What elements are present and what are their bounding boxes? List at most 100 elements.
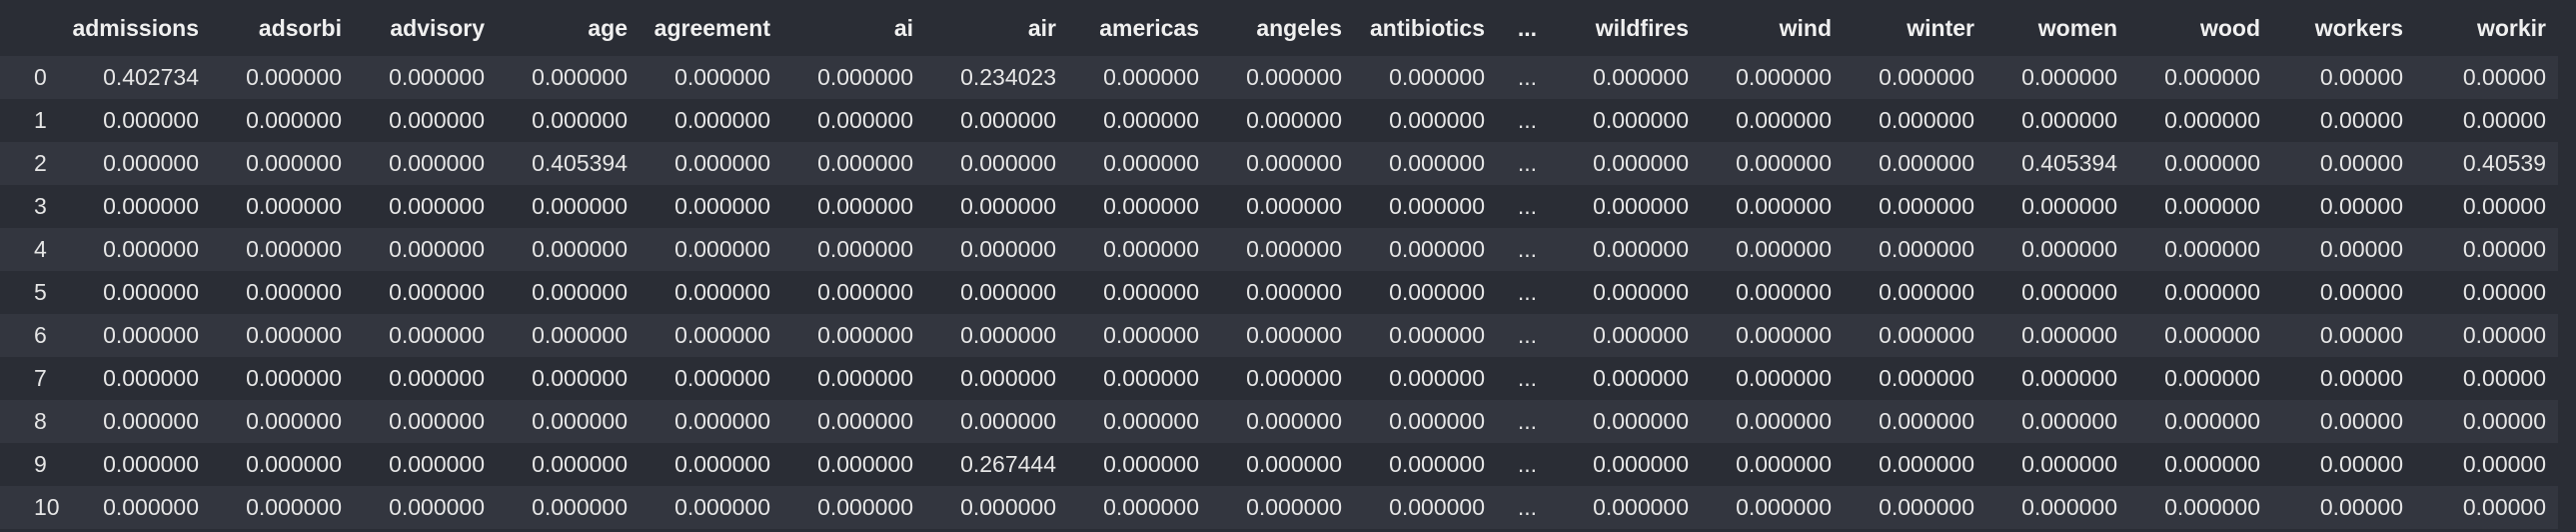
table-cell: 0.000000 (497, 314, 640, 357)
table-cell: 0.000000 (1844, 314, 1986, 357)
table-cell: 0.000000 (1558, 228, 1701, 271)
column-header: americas (1068, 0, 1211, 56)
column-header: workers (2272, 0, 2415, 56)
column-header: air (925, 0, 1068, 56)
table-cell: 0.000000 (1211, 357, 1354, 400)
table-cell: 0.000000 (1844, 142, 1986, 185)
table-cell: 0.234023 (925, 56, 1068, 99)
table-cell: 0.000000 (1558, 99, 1701, 142)
table-cell: 0.000000 (1986, 99, 2129, 142)
table-cell: 0.000000 (1354, 357, 1497, 400)
table-cell: 0.000000 (1068, 314, 1211, 357)
table-cell: 0.000000 (354, 486, 497, 529)
table-cell: 0.000000 (354, 56, 497, 99)
table-cell: 0.000000 (1354, 400, 1497, 443)
table-cell: 0.000000 (1558, 56, 1701, 99)
table-cell: 0.000000 (925, 185, 1068, 228)
table-cell: 0.000000 (1844, 357, 1986, 400)
column-header: agreement (640, 0, 782, 56)
table-cell: 0.000000 (925, 400, 1068, 443)
table-cell: 0.00000 (2415, 228, 2558, 271)
table-row: 3 0.000000 0.000000 0.000000 0.000000 0.00000… (0, 185, 2558, 228)
table-cell: 0.000000 (782, 486, 925, 529)
index-header (0, 0, 68, 56)
table-cell: 0.40539 (2415, 142, 2558, 185)
table-cell: 0.000000 (68, 271, 211, 314)
table-cell: 0.000000 (925, 357, 1068, 400)
table-cell: 0.000000 (1558, 142, 1701, 185)
column-header: wood (2129, 0, 2272, 56)
table-cell: 0.000000 (1068, 271, 1211, 314)
table-cell: 0.000000 (1068, 142, 1211, 185)
table-cell: 0.000000 (1211, 314, 1354, 357)
table-cell: 0.000000 (1701, 443, 1844, 486)
table-cell: 0.000000 (925, 142, 1068, 185)
table-cell: 0.000000 (1986, 271, 2129, 314)
table-cell: 0.000000 (1844, 443, 1986, 486)
column-header: winter (1844, 0, 1986, 56)
ellipsis-cell: ... (1497, 185, 1558, 228)
row-index: 4 (0, 228, 68, 271)
table-cell: 0.000000 (1558, 357, 1701, 400)
ellipsis-cell: ... (1497, 142, 1558, 185)
table-row: 6 0.000000 0.000000 0.000000 0.000000 0.00000… (0, 314, 2558, 357)
table-cell: 0.000000 (1558, 185, 1701, 228)
table-cell: 0.000000 (640, 271, 782, 314)
table-body: 0 0.402734 0.000000 0.000000 0.000000 0.00000… (0, 56, 2558, 529)
table-cell: 0.00000 (2272, 400, 2415, 443)
table-cell: 0.000000 (1844, 486, 1986, 529)
table-cell: 0.000000 (640, 314, 782, 357)
table-cell: 0.000000 (354, 99, 497, 142)
table-cell: 0.00000 (2272, 443, 2415, 486)
table-cell: 0.000000 (211, 486, 354, 529)
table-cell: 0.000000 (497, 228, 640, 271)
table-cell: 0.000000 (1558, 400, 1701, 443)
table-cell: 0.000000 (782, 357, 925, 400)
table-cell: 0.000000 (354, 185, 497, 228)
table-cell: 0.000000 (1986, 228, 2129, 271)
table-cell: 0.000000 (1354, 142, 1497, 185)
ellipsis-cell: ... (1497, 56, 1558, 99)
table-cell: 0.00000 (2415, 185, 2558, 228)
table-cell: 0.000000 (1068, 56, 1211, 99)
table-cell: 0.000000 (1354, 443, 1497, 486)
ellipsis-cell: ... (1497, 400, 1558, 443)
table-cell: 0.000000 (782, 142, 925, 185)
table-cell: 0.000000 (1701, 400, 1844, 443)
table-cell: 0.00000 (2415, 56, 2558, 99)
table-cell: 0.000000 (68, 400, 211, 443)
table-cell: 0.000000 (68, 314, 211, 357)
table-cell: 0.000000 (640, 443, 782, 486)
table-cell: 0.00000 (2272, 185, 2415, 228)
table-cell: 0.000000 (1354, 56, 1497, 99)
table-cell: 0.000000 (782, 99, 925, 142)
table-cell: 0.000000 (1068, 400, 1211, 443)
table-cell: 0.000000 (1558, 486, 1701, 529)
table-cell: 0.000000 (640, 400, 782, 443)
table-cell: 0.000000 (1701, 185, 1844, 228)
column-header: workir (2415, 0, 2558, 56)
table-cell: 0.000000 (2129, 99, 2272, 142)
row-index: 5 (0, 271, 68, 314)
table-cell: 0.000000 (2129, 142, 2272, 185)
table-cell: 0.000000 (1211, 271, 1354, 314)
table-cell: 0.000000 (640, 99, 782, 142)
table-cell: 0.000000 (1986, 56, 2129, 99)
table-cell: 0.405394 (1986, 142, 2129, 185)
table-cell: 0.000000 (497, 99, 640, 142)
table-cell: 0.000000 (782, 314, 925, 357)
table-cell: 0.000000 (1354, 99, 1497, 142)
header-row: admissions adsorbi advisory age agreement ai a… (0, 0, 2558, 56)
table-cell: 0.000000 (211, 357, 354, 400)
table-cell: 0.000000 (1068, 357, 1211, 400)
table-cell: 0.00000 (2272, 271, 2415, 314)
table-cell: 0.000000 (1354, 486, 1497, 529)
table-cell: 0.000000 (68, 185, 211, 228)
table-cell: 0.000000 (1068, 185, 1211, 228)
table-cell: 0.000000 (497, 486, 640, 529)
table-cell: 0.000000 (2129, 271, 2272, 314)
table-cell: 0.000000 (1986, 185, 2129, 228)
table-cell: 0.000000 (1986, 314, 2129, 357)
table-cell: 0.000000 (2129, 314, 2272, 357)
